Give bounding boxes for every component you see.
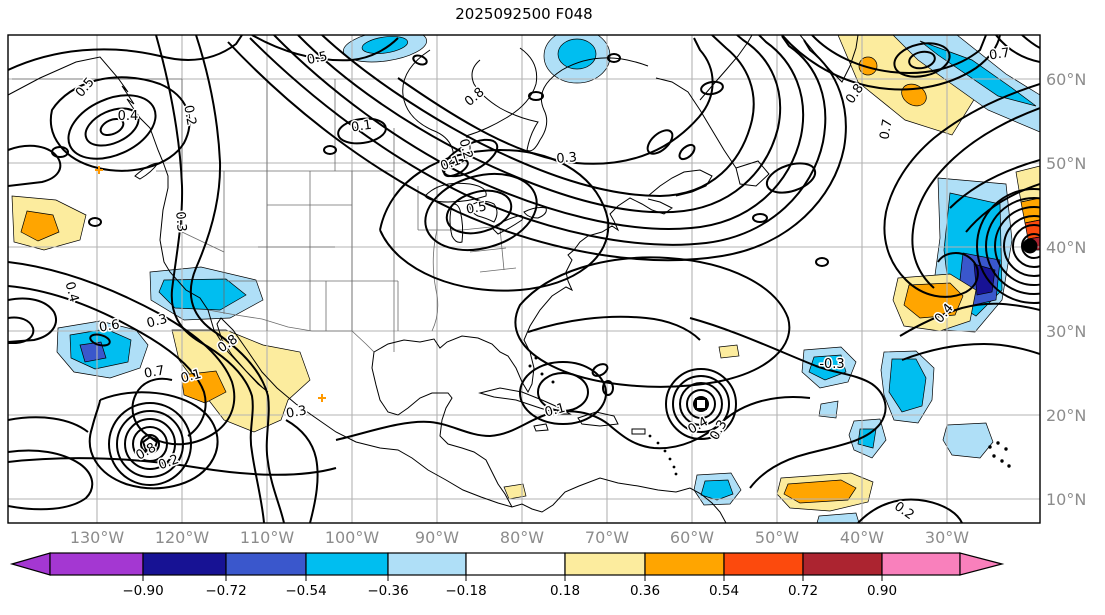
contour-label: 0.7: [877, 118, 895, 141]
contour-label: -0.3: [819, 357, 844, 372]
colorbar-segment: [225, 552, 307, 576]
lat-tick-label: 50°N: [1046, 154, 1086, 173]
contour-label: 0.1: [179, 367, 203, 387]
colorbar-segment: [723, 552, 804, 576]
lon-tick-label: 30°W: [925, 528, 969, 547]
contour-label: 0.6: [98, 317, 121, 335]
contour-label: 0.7: [143, 363, 166, 381]
contour-label: 0.7: [988, 46, 1011, 64]
latitude-axis-labels: 60°N 50°N 40°N 30°N 20°N 10°N: [1046, 70, 1086, 509]
island-dots: [528, 356, 1011, 476]
colorbar-segment: [802, 552, 883, 576]
lon-tick-label: 90°W: [415, 528, 459, 547]
state-borders: [12, 78, 517, 353]
figure-title: 2025092500 F048: [455, 5, 593, 23]
lon-tick-label: 60°W: [670, 528, 714, 547]
contour-label: 0.4: [118, 109, 139, 124]
filled-cyclone-dot: [1022, 238, 1038, 254]
colorbar-segment: [881, 552, 961, 576]
colorbar-tick-label: 0.18: [550, 583, 580, 599]
contour-label: 0.2: [180, 104, 198, 127]
colorbar-segment: [49, 552, 144, 576]
lat-tick-label: 10°N: [1046, 490, 1086, 509]
colorbar-tick-label: 0.72: [788, 583, 818, 599]
contour-label: 0.5: [465, 199, 488, 217]
colorbar-segment: [644, 552, 725, 576]
colorbar-tick-label: −0.72: [205, 583, 246, 599]
lon-tick-label: 40°W: [840, 528, 884, 547]
colorbar-right-arrow: [959, 552, 1005, 576]
colorbar-segment: [305, 552, 389, 576]
colorbar-tick-label: 0.36: [630, 583, 660, 599]
plot-frame: [7, 34, 1041, 524]
contour-label: 0.5: [306, 49, 329, 68]
colorbar-tick-label: 0.90: [867, 583, 897, 599]
lon-tick-label: 110°W: [240, 528, 295, 547]
colorbar-segment: [465, 552, 566, 576]
contour-label: 0.2: [157, 452, 182, 473]
lat-tick-label: 30°N: [1046, 322, 1086, 341]
lon-tick-label: 50°W: [755, 528, 799, 547]
colorbar-tick-label: −0.36: [367, 583, 408, 599]
contour-label: 0.3: [172, 211, 189, 233]
cyclone-markers: [95, 166, 1038, 402]
colorbar-tick-label: 0.54: [709, 583, 739, 599]
contour-label: 0.3: [556, 150, 578, 167]
lon-tick-label: 130°W: [70, 528, 125, 547]
colorbar-tick-label: −0.90: [122, 583, 163, 599]
contour-label: 0.2: [455, 137, 475, 161]
lat-tick-label: 60°N: [1046, 70, 1086, 89]
lon-tick-label: 120°W: [155, 528, 210, 547]
lon-tick-label: 70°W: [585, 528, 629, 547]
contour-label: 0.8: [462, 85, 487, 110]
storm-marker-icon: [95, 166, 326, 402]
shaded-regions: [11, 35, 1040, 523]
colorbar-segment: [564, 552, 646, 576]
lon-tick-label: 80°W: [500, 528, 544, 547]
lat-tick-label: 40°N: [1046, 238, 1086, 257]
colorbar-tick-label: −0.54: [285, 583, 326, 599]
contour-label: 0.2: [891, 499, 917, 523]
contour-label: 0.3: [145, 312, 169, 332]
contour-label: 0.3: [707, 418, 730, 443]
contour-label: 0.1: [543, 401, 567, 421]
lat-lon-gridlines: [8, 35, 1040, 523]
lon-tick-label: 100°W: [325, 528, 380, 547]
longitude-axis-labels: 130°W 120°W 110°W 100°W 90°W 80°W 70°W 60°W 50°W…: [70, 528, 969, 547]
colorbar: −0.90 −0.72 −0.54 −0.36 −0.18 0.18 0.36 0.54 0.7…: [9, 552, 1005, 599]
colorbar-segment: [142, 552, 227, 576]
lat-tick-label: 20°N: [1046, 406, 1086, 425]
contour-label: 0.3: [285, 403, 308, 421]
colorbar-left-arrow: [9, 552, 51, 576]
contour-label: 0.4: [61, 280, 81, 304]
colorbar-tick-label: −0.18: [445, 583, 486, 599]
contour-lines: [8, 35, 1040, 523]
colorbar-segment: [387, 552, 467, 576]
contour-label: 0.1: [350, 118, 373, 136]
